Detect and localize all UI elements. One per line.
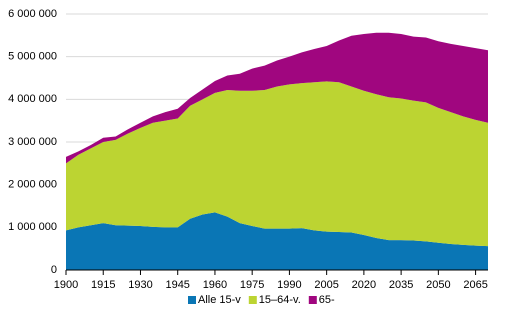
area — [66, 212, 488, 270]
legend-swatch — [188, 296, 196, 304]
x-tick-label: 1900 — [54, 279, 78, 291]
x-tick-label: 2005 — [314, 279, 338, 291]
legend-label: 65- — [319, 294, 335, 306]
y-tick-label: 0 — [51, 264, 57, 276]
legend-label: Alle 15-v — [198, 294, 241, 306]
x-tick-label: 1945 — [165, 279, 189, 291]
y-tick-label: 6 000 000 — [8, 8, 57, 20]
x-tick-label: 2065 — [463, 279, 487, 291]
y-tick-label: 3 000 000 — [8, 136, 57, 148]
y-tick-label: 5 000 000 — [8, 51, 57, 63]
x-tick-label: 1930 — [128, 279, 152, 291]
y-tick-label: 2 000 000 — [8, 179, 57, 191]
x-tick-label: 1915 — [91, 279, 115, 291]
legend-swatch — [308, 296, 317, 304]
areas — [66, 32, 488, 270]
area — [66, 32, 488, 164]
x-tick-label: 2020 — [352, 279, 376, 291]
x-tick-label: 2035 — [389, 279, 413, 291]
x-tick-label: 2050 — [426, 279, 450, 291]
legend-label: 15–64-v. — [259, 294, 301, 306]
legend-swatch — [248, 296, 257, 304]
y-tick-label: 1 000 000 — [8, 221, 57, 233]
x-tick-label: 1990 — [277, 279, 301, 291]
area — [66, 81, 488, 247]
x-tick-label: 1960 — [203, 279, 227, 291]
y-tick-label: 4 000 000 — [8, 93, 57, 105]
x-tick-label: 1975 — [240, 279, 264, 291]
